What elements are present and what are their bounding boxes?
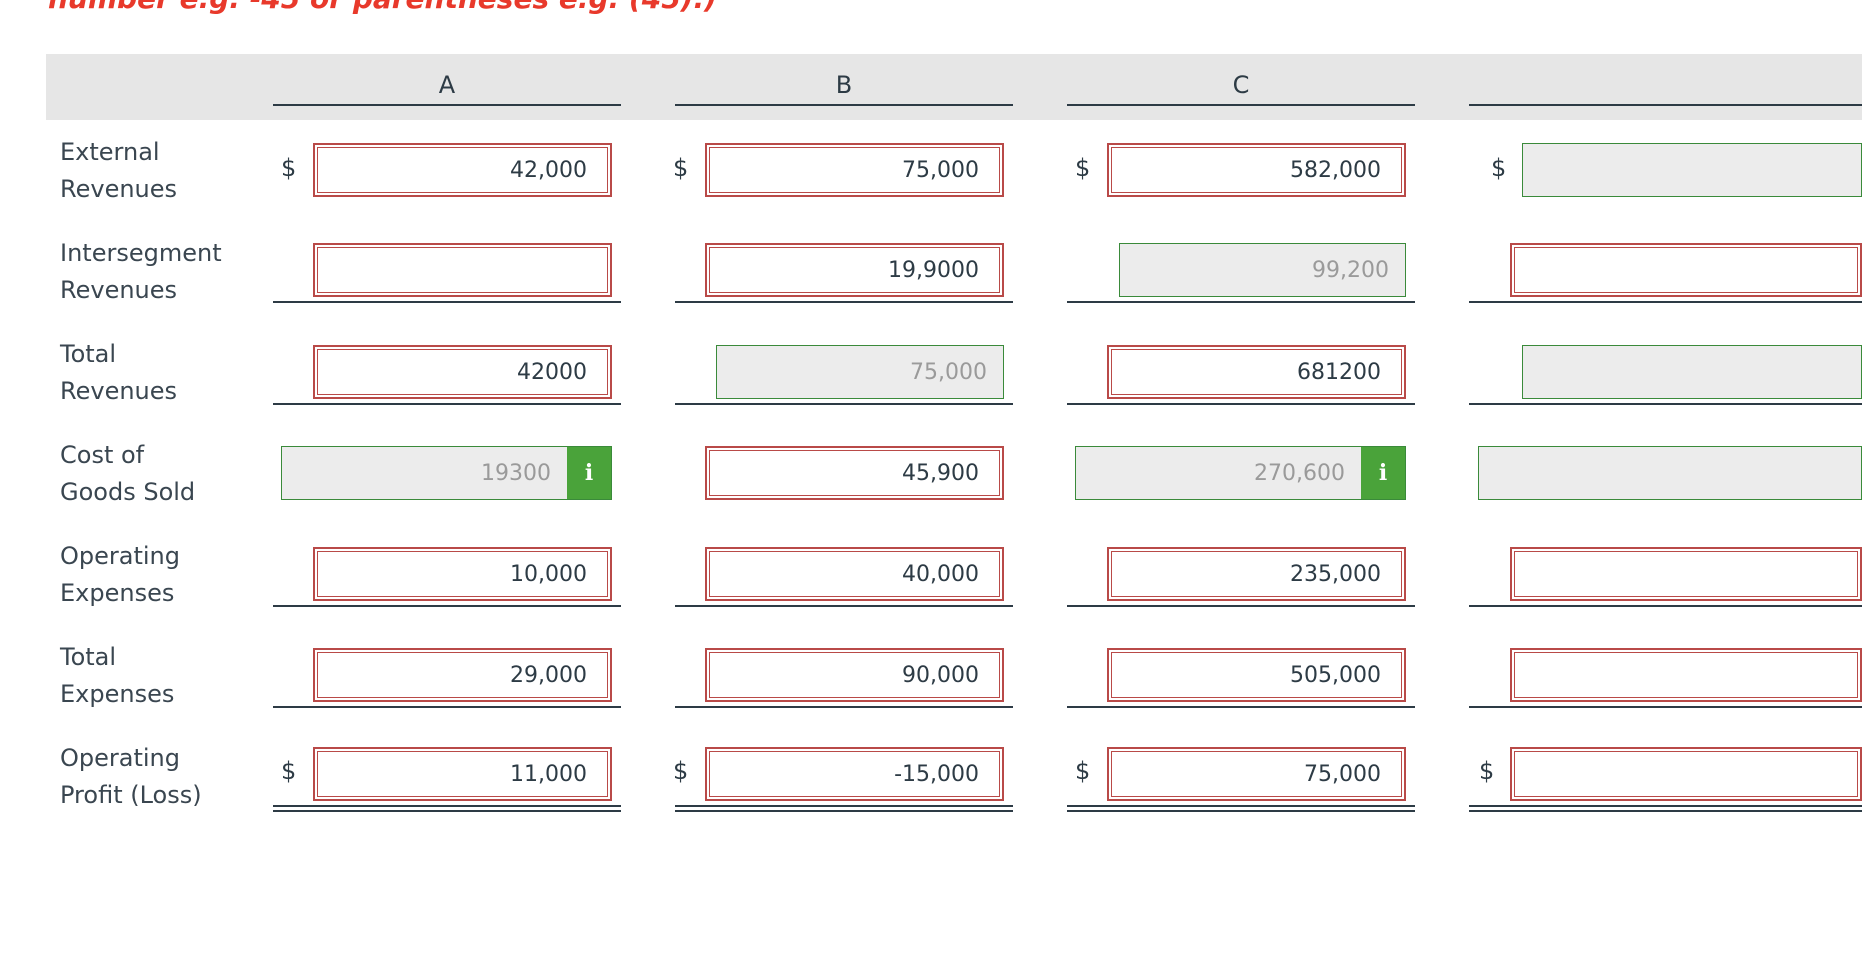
total-revenues-b-input[interactable]: 75,000 [716,345,1004,399]
row-label-total-revenues: Total Revenues [60,340,178,405]
dollar-sign: $ [281,757,297,785]
row-underline [273,706,621,708]
row-underline [1067,403,1415,405]
dollar-sign: $ [673,757,689,785]
dollar-sign: $ [1491,154,1507,182]
dollar-sign: $ [1075,757,1091,785]
column-header-c: C [1067,66,1415,106]
total-revenues-d-input[interactable] [1522,345,1862,399]
external-revenues-c-input[interactable]: 582,000 [1107,143,1406,197]
total-expenses-a-input[interactable]: 29,000 [313,648,612,702]
row-underline [675,605,1013,607]
row-underline [273,403,621,405]
row-double-underline [1067,805,1415,812]
dollar-sign: $ [673,154,689,182]
row-label-total-expenses: Total Expenses [60,643,175,708]
row-underline [1469,403,1862,405]
row-label-operating-expenses: Operating Expenses [60,542,180,607]
operating-expenses-d-input[interactable] [1510,547,1862,601]
row-underline [675,706,1013,708]
total-revenues-a-input[interactable]: 42000 [313,345,612,399]
column-header-b: B [675,66,1013,106]
dollar-sign: $ [1479,757,1495,785]
info-icon[interactable]: i [567,447,611,499]
operating-expenses-a-input[interactable]: 10,000 [313,547,612,601]
external-revenues-a-input[interactable]: 42,000 [313,143,612,197]
operating-profit-a-input[interactable]: 11,000 [313,747,612,801]
intersegment-revenues-b-input[interactable]: 19,9000 [705,243,1004,297]
intersegment-revenues-a-input[interactable] [313,243,612,297]
row-label-operating-profit-loss: Operating Profit (Loss) [60,744,202,809]
operating-expenses-b-input[interactable]: 40,000 [705,547,1004,601]
operating-profit-d-input[interactable] [1510,747,1862,801]
column-header-d [1469,66,1862,106]
total-expenses-c-input[interactable]: 505,000 [1107,648,1406,702]
external-revenues-d-input[interactable] [1522,143,1862,197]
external-revenues-b-input[interactable]: 75,000 [705,143,1004,197]
cost-of-goods-sold-a-input[interactable]: 19300 i [281,446,612,500]
row-double-underline [1469,805,1862,812]
intersegment-revenues-c-input[interactable]: 99,200 [1119,243,1406,297]
row-underline [1469,706,1862,708]
operating-profit-b-input[interactable]: -15,000 [705,747,1004,801]
column-header-a: A [273,66,621,106]
intersegment-revenues-d-input[interactable] [1510,243,1862,297]
row-label-intersegment-revenues: Intersegment Revenues [60,239,222,304]
total-revenues-c-input[interactable]: 681200 [1107,345,1406,399]
instruction-text: number e.g. -45 or parentheses e.g. (45)… [48,0,717,15]
operating-expenses-c-input[interactable]: 235,000 [1107,547,1406,601]
row-label-cost-of-goods-sold: Cost of Goods Sold [60,441,196,506]
cost-of-goods-sold-c-input[interactable]: 270,600 i [1075,446,1406,500]
cost-of-goods-sold-d-input[interactable] [1478,446,1862,500]
row-underline [1067,301,1415,303]
cost-of-goods-sold-b-input[interactable]: 45,900 [705,446,1004,500]
row-underline [675,403,1013,405]
row-underline [1469,301,1862,303]
row-underline [1067,706,1415,708]
total-expenses-d-input[interactable] [1510,648,1862,702]
row-double-underline [273,805,621,812]
info-icon[interactable]: i [1361,447,1405,499]
row-underline [273,301,621,303]
dollar-sign: $ [1075,154,1091,182]
column-header-band [46,54,1862,120]
row-underline [1067,605,1415,607]
row-label-external-revenues: External Revenues [60,138,178,203]
row-underline [1469,605,1862,607]
row-underline [273,605,621,607]
row-double-underline [675,805,1013,812]
row-underline [675,301,1013,303]
total-expenses-b-input[interactable]: 90,000 [705,648,1004,702]
operating-profit-c-input[interactable]: 75,000 [1107,747,1406,801]
dollar-sign: $ [281,154,297,182]
